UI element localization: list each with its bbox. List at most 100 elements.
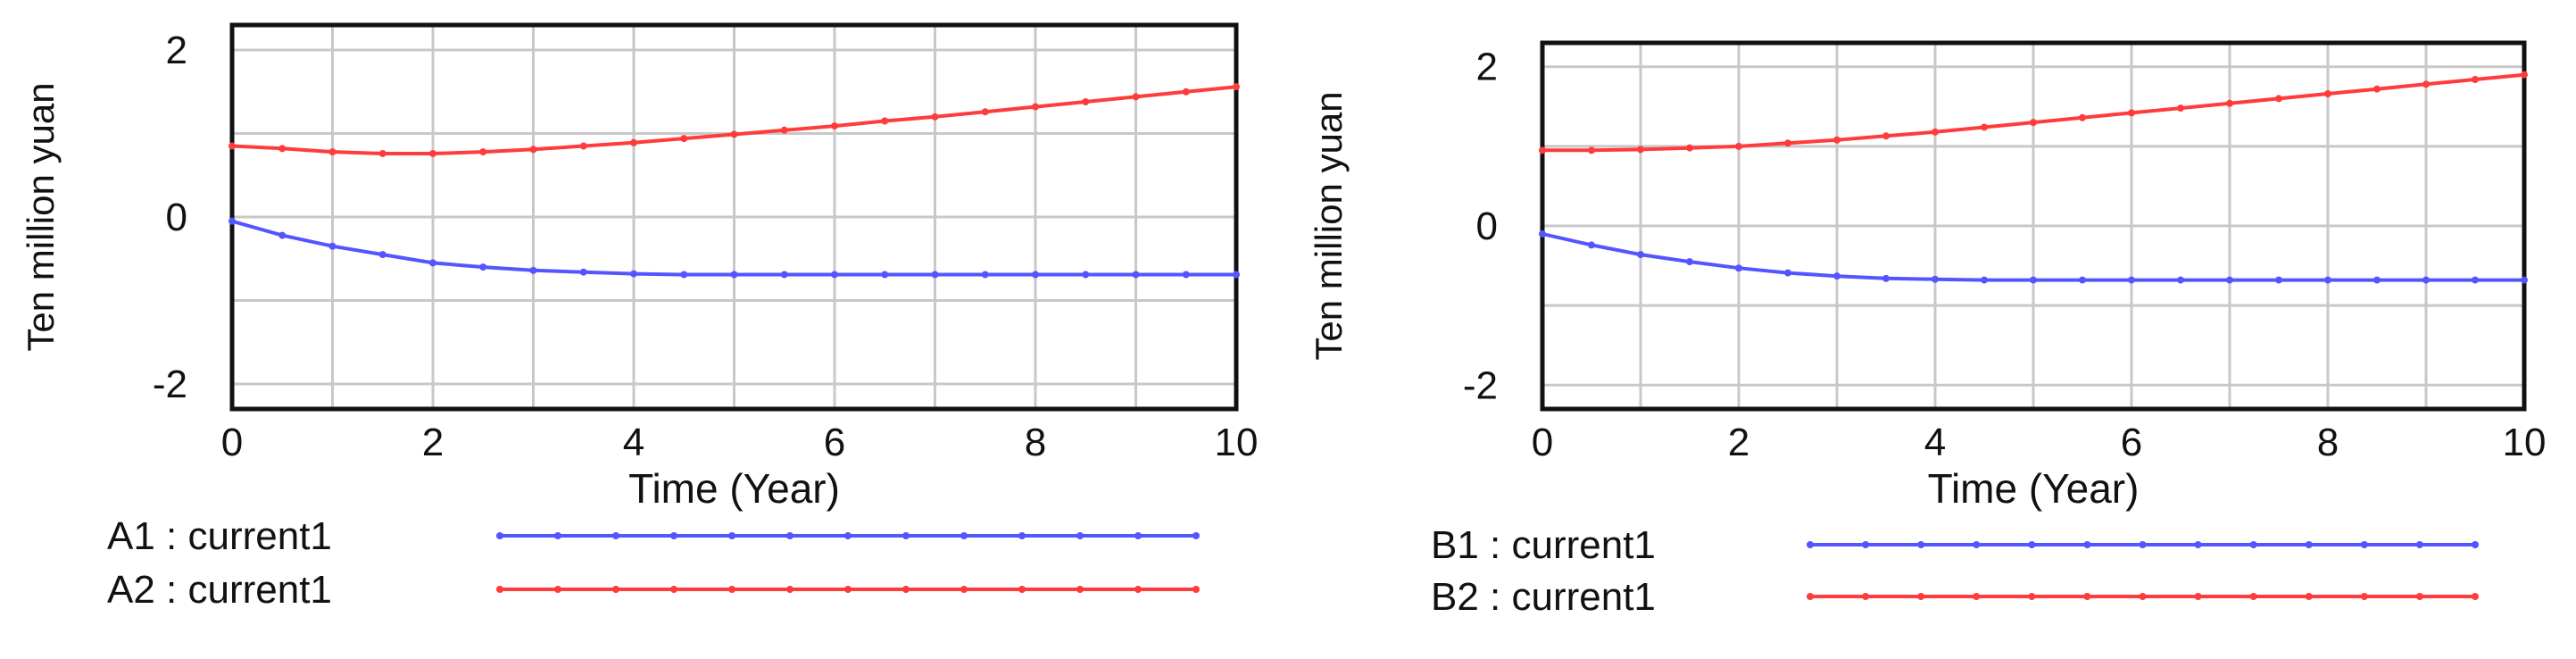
data-point	[1082, 98, 1090, 105]
x-tick-label: 4	[623, 421, 644, 464]
series-a2	[229, 83, 1240, 157]
legend-marker	[2415, 593, 2423, 600]
legend-label-a2: A2 : current1	[107, 568, 332, 612]
legend-marker	[612, 532, 619, 539]
legend-marker	[2249, 593, 2257, 600]
legend-marker	[786, 586, 794, 593]
legend-marker	[2305, 593, 2313, 600]
data-point	[1539, 229, 1546, 238]
legend-marker	[1134, 586, 1142, 593]
data-point	[1981, 123, 1988, 131]
data-point	[2275, 95, 2282, 103]
chart-panel-b: 0 2 4 6 8 10 -2 0 2 Time (Year) Ten million yuan B1…	[1288, 0, 2576, 659]
y-axis-label: Ten million yuan	[1308, 91, 1350, 360]
data-point	[1032, 271, 1039, 279]
data-point	[1182, 88, 1190, 96]
legend-label-b1: B1 : current1	[1431, 523, 1656, 567]
data-point	[881, 117, 889, 125]
legend-marker	[844, 532, 852, 539]
legend-marker	[1076, 586, 1084, 593]
data-point	[1833, 136, 1841, 144]
data-point	[1132, 93, 1140, 101]
data-point	[1882, 132, 1890, 140]
data-point	[1588, 146, 1595, 154]
data-point	[1686, 258, 1693, 266]
data-point	[1932, 128, 1939, 136]
data-point	[630, 270, 637, 278]
data-point	[1182, 271, 1190, 279]
data-point	[2226, 276, 2233, 284]
data-point	[931, 113, 939, 121]
legend-marker	[2415, 541, 2423, 548]
data-point	[2177, 276, 2184, 284]
data-point	[780, 126, 788, 134]
legend-marker	[1192, 532, 1200, 539]
y-tick-label: -2	[1463, 363, 1498, 407]
data-point	[680, 271, 688, 279]
data-point	[1588, 241, 1595, 249]
data-point	[479, 148, 487, 156]
data-point	[1082, 271, 1090, 279]
legend-marker	[1917, 541, 1925, 548]
x-tick-label: 4	[1924, 421, 1946, 464]
data-point	[429, 259, 436, 267]
legend-marker	[554, 532, 561, 539]
legend-marker	[728, 586, 735, 593]
x-tick-label: 0	[1532, 421, 1553, 464]
data-point	[328, 148, 337, 156]
data-point	[1932, 275, 1939, 283]
legend-marker	[1973, 593, 1981, 600]
data-point	[229, 217, 236, 225]
legend-marker	[1973, 541, 1981, 548]
data-point	[529, 146, 537, 154]
data-point	[2030, 276, 2037, 284]
chart-a-grid	[232, 25, 1236, 409]
data-point	[730, 130, 738, 138]
y-tick-label: -2	[153, 363, 187, 406]
data-point	[780, 271, 788, 279]
chart-b-grid	[1542, 43, 2524, 409]
x-tick-label: 6	[824, 421, 845, 464]
legend-marker	[2472, 593, 2479, 600]
data-point	[2422, 276, 2430, 284]
data-point	[229, 142, 236, 150]
data-point	[378, 251, 386, 259]
data-point	[2422, 80, 2430, 88]
legend-marker	[2028, 593, 2036, 600]
chart-panel-a: 0 2 4 6 8 10 -2 0 2 Time (Year) Ten million yuan A1…	[20, 22, 1258, 612]
y-tick-label: 2	[1476, 46, 1498, 89]
legend-marker	[2305, 541, 2313, 548]
legend-marker	[496, 586, 503, 593]
y-tick-label: 0	[1476, 204, 1498, 248]
x-tick-label: 6	[2121, 421, 2142, 464]
data-point	[1735, 142, 1742, 150]
data-point	[630, 138, 637, 146]
data-point	[1132, 271, 1140, 279]
legend-marker	[554, 586, 561, 593]
data-point	[2472, 276, 2479, 284]
legend-marker	[496, 532, 503, 539]
legend-marker	[786, 532, 794, 539]
legend-marker	[1192, 586, 1200, 593]
data-point	[1784, 139, 1791, 147]
x-tick-label: 8	[2317, 421, 2339, 464]
data-point	[881, 271, 889, 279]
legend-marker	[902, 532, 910, 539]
legend-marker	[2083, 541, 2091, 548]
data-point	[2079, 113, 2086, 121]
data-point	[931, 271, 939, 279]
data-point	[1233, 271, 1240, 279]
chart-a-svg: 0 2 4 6 8 10 -2 0 2 Time (Year) Ten million yuan A1…	[20, 22, 1258, 612]
legend-marker	[2194, 541, 2202, 548]
data-point	[1981, 276, 1988, 284]
data-point	[680, 135, 688, 143]
data-point	[730, 271, 738, 279]
data-point	[1539, 146, 1546, 154]
legend-marker	[1862, 593, 1870, 600]
data-point	[579, 142, 587, 150]
data-point	[2226, 99, 2233, 107]
data-point	[378, 149, 386, 157]
data-point	[2030, 119, 2037, 127]
data-point	[1637, 146, 1644, 154]
legend-marker	[1807, 541, 1814, 548]
